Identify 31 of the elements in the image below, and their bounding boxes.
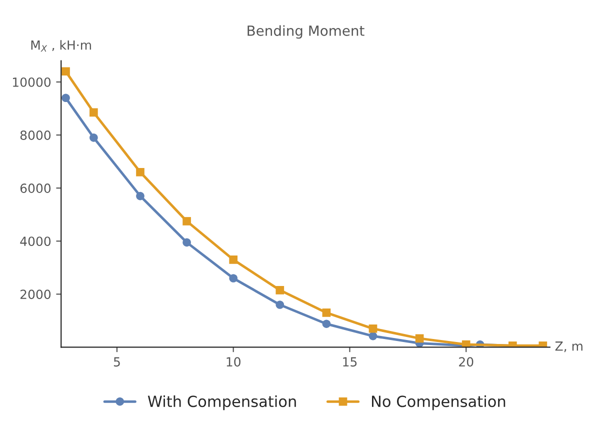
point [415, 334, 424, 343]
point [322, 308, 331, 317]
point [276, 286, 284, 294]
point [368, 324, 378, 333]
point [136, 192, 144, 200]
point [90, 108, 98, 117]
x-axis-title: Z, m [555, 342, 582, 352]
y-tick-label: 6000 [20, 184, 51, 193]
y-axis-title: M$_{X}$ , kH·m [31, 40, 91, 52]
point [90, 134, 98, 142]
y-tick-label: 4000 [20, 236, 51, 246]
point [182, 217, 191, 226]
y-tick-label: 10000 [12, 77, 51, 87]
legend-label: No Compensation [372, 395, 506, 410]
legend-label: With Compensation [148, 395, 296, 410]
point [62, 94, 70, 102]
point [368, 332, 378, 340]
point [229, 274, 238, 282]
point [182, 238, 191, 247]
point [276, 300, 284, 309]
x-tick-label: 15 [343, 357, 357, 367]
x-tick-label: 20 [459, 357, 474, 367]
chart-title: Bending Moment [248, 25, 364, 39]
y-tick-label: 8000 [20, 130, 51, 140]
point [229, 256, 238, 264]
x-tick-label: 10 [226, 357, 240, 367]
point [136, 168, 144, 176]
y-tick-label: 2000 [20, 290, 51, 300]
point [62, 67, 70, 76]
point [322, 320, 331, 328]
x-tick-label: 5 [114, 357, 120, 367]
